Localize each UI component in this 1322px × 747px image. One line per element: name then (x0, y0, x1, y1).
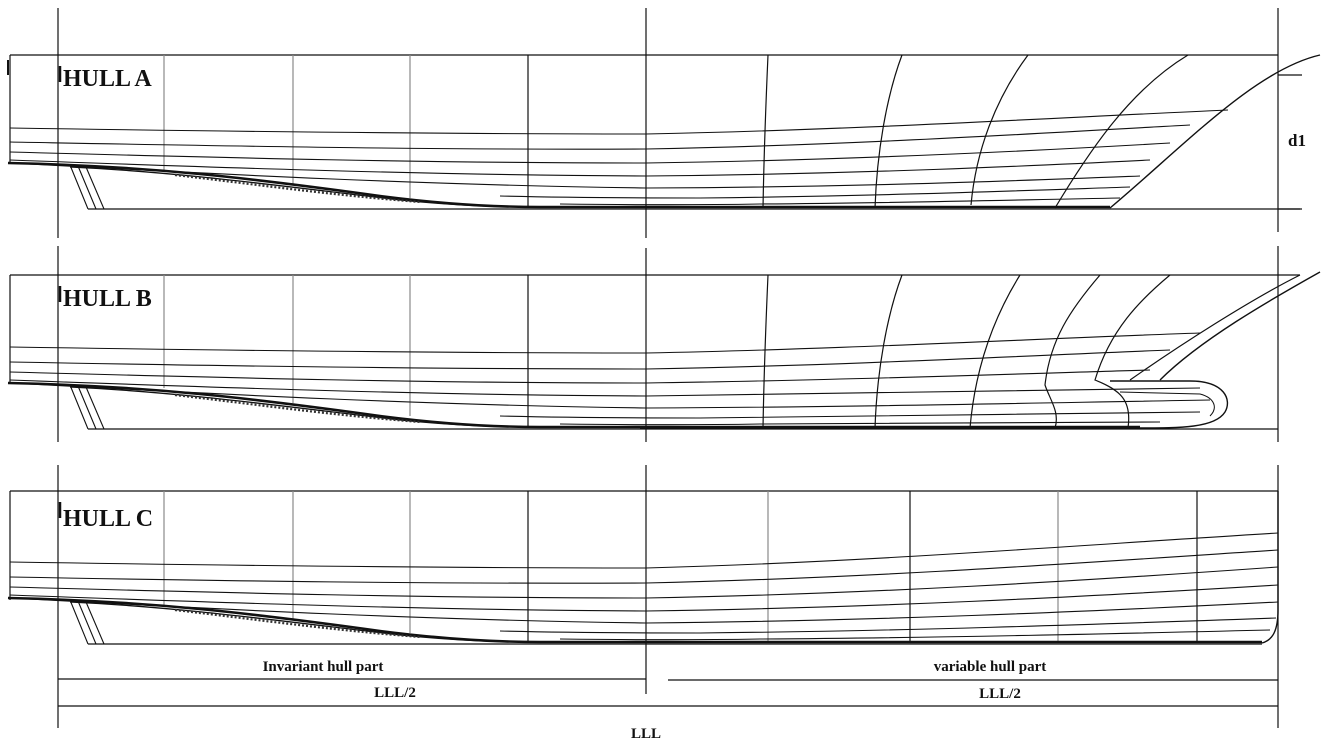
hull-a-waterline (9, 109, 1229, 135)
hull-b-title: HULL B (63, 286, 152, 312)
hull-c-stem (1261, 491, 1279, 644)
hull-a-waterline (499, 186, 1131, 199)
hull-b-section (874, 274, 903, 429)
hull-a-waterline (559, 197, 1121, 206)
hull-b-skeg-line (77, 385, 97, 430)
hull-b-waterline (499, 411, 1201, 419)
hull-a-stern-skeg (69, 164, 105, 210)
hull-b-waterline (9, 382, 1211, 409)
hull-b-bulb (640, 380, 1229, 429)
hull-a-stem (1109, 54, 1321, 209)
hull-b-stern-skeg (69, 384, 105, 430)
hull-a-skeg-line (77, 165, 97, 210)
hull-c-dark-stations (527, 491, 1198, 643)
hull-b-section (969, 274, 1021, 429)
hull-b-bow-sections (762, 274, 1171, 429)
half-length-left-label: LLL/2 (374, 685, 416, 701)
hull-a-section (762, 54, 769, 209)
hull-b-section (1044, 274, 1101, 429)
hull-b-waterline (9, 379, 1201, 397)
hull-a-waterline (9, 124, 1191, 150)
hull-a-bilge-line (69, 166, 541, 208)
hull-c-stern-skeg (69, 599, 105, 645)
hull-a-skeg-line (85, 166, 105, 210)
variable-part-label: variable hull part (934, 659, 1047, 675)
hull-c-hatched-skeg (174, 608, 421, 639)
hull-c-waterlines (9, 532, 1279, 641)
total-length-label: LLL (631, 726, 661, 742)
hull-c-waterline (9, 549, 1279, 584)
hull-a-section (874, 54, 903, 209)
hull-a-bow-sections (762, 54, 1189, 209)
hull-b-hatched-skeg (174, 393, 421, 424)
hull-c-keel-profile (7, 596, 1262, 644)
hull-a-waterlines (9, 109, 1229, 206)
hull-b-waterline (9, 332, 1201, 354)
hull-b-stem (1159, 271, 1321, 381)
hull-a-station-lines (163, 55, 411, 198)
hull-b-skeg-line (85, 386, 105, 430)
hull-a-section (1054, 54, 1189, 209)
hull-b-waterlines (9, 332, 1211, 426)
hull-c-waterline (9, 532, 1279, 569)
hull-c-skeg-line (69, 599, 89, 645)
hull-b-bulb-line (1119, 391, 1215, 417)
hull-a-title: HULL A (63, 66, 152, 92)
length-dimensions: Invariant hull part variable hull part L… (58, 659, 1278, 742)
hull-c-lines: HULL C (7, 490, 1279, 645)
half-length-right-label: LLL/2 (979, 686, 1021, 702)
hull-b-bilge-line (69, 386, 541, 428)
invariant-part-label: Invariant hull part (263, 659, 384, 675)
hull-c-waterline (499, 617, 1277, 634)
hull-a-waterline (9, 142, 1171, 164)
hull-c-title: HULL C (63, 506, 153, 532)
hull-a-keel-profile (7, 161, 1110, 209)
hull-b-lines: HULL B (7, 271, 1321, 430)
hull-c-waterline (9, 566, 1279, 599)
hull-b-waterline (559, 421, 1161, 426)
draft-label: d1 (1288, 131, 1306, 150)
hull-b-section (1094, 274, 1171, 429)
hull-b-stem-inner (1129, 274, 1301, 381)
hull-b-skeg-line (69, 384, 89, 430)
hull-a-waterline (9, 159, 1151, 177)
hull-a-hatched-skeg (174, 173, 421, 204)
hull-c-waterline (9, 584, 1279, 612)
hull-c-waterline (559, 629, 1271, 641)
hull-a-section (970, 54, 1029, 206)
hull-c-waterline (9, 597, 1279, 624)
hull-a-skeg-line (69, 164, 89, 210)
hull-a-lines: d1 HULL A (7, 54, 1321, 210)
hull-b-waterline (9, 369, 1151, 384)
hull-b-waterline (9, 349, 1171, 370)
hull-c-bilge-line (69, 601, 541, 643)
hull-c-skeg-line (77, 600, 97, 645)
hull-b-section (762, 274, 769, 429)
hull-c-station-lines (163, 491, 1059, 643)
hull-c-skeg-line (85, 601, 105, 645)
